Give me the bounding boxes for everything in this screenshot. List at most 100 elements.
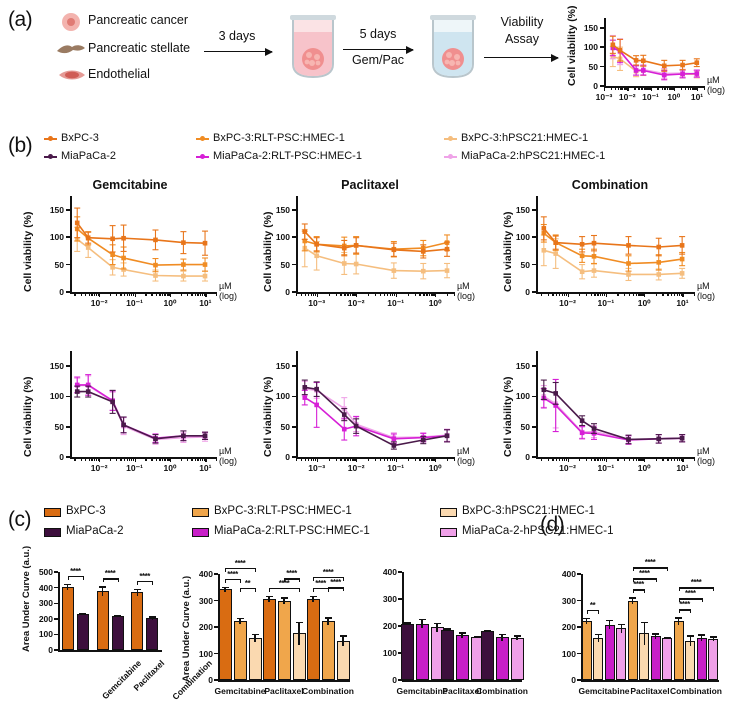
x-tick — [694, 86, 697, 90]
x-tick-label: 10⁻¹ — [387, 298, 405, 308]
x-tick — [307, 292, 310, 296]
x-category-label: Combination — [302, 686, 354, 696]
significance-label: **** — [104, 569, 116, 579]
stellate-cell-icon — [56, 42, 86, 58]
x-axis — [218, 680, 350, 682]
chart-series-layer — [540, 216, 686, 282]
y-tick — [214, 599, 218, 602]
significance-tick — [313, 587, 315, 592]
bar — [415, 623, 429, 680]
y-tick — [54, 586, 58, 589]
x-tick — [682, 292, 684, 297]
y-tick-label: 0 — [48, 645, 53, 655]
chart-series-layer — [540, 378, 686, 445]
x-tick — [635, 292, 637, 296]
x-tick — [540, 457, 543, 461]
significance-tick — [240, 578, 242, 583]
x-tick — [599, 457, 602, 461]
endothelial-cell-icon — [58, 68, 86, 82]
legend-label: BxPC-3:RLT-PSC:HMEC-1 — [213, 132, 345, 144]
x-tick-label: 10⁻² — [559, 298, 576, 308]
x-tick — [642, 292, 644, 296]
significance-bracket — [102, 578, 118, 580]
legend-swatch-icon — [192, 527, 209, 537]
legend-marker-icon — [444, 153, 457, 159]
legend-label: MiaPaCa-2-hPSC21:HMEC-1 — [462, 525, 614, 537]
x-tick — [344, 457, 346, 461]
y-axis — [58, 572, 60, 650]
legend-marker-icon — [444, 135, 457, 141]
x-tick — [671, 86, 673, 90]
x-axis-unit: µM — [457, 281, 470, 291]
x-tick — [316, 292, 318, 297]
x-tick — [602, 292, 604, 296]
x-tick — [340, 457, 342, 461]
x-tick — [132, 292, 135, 296]
x-tick — [197, 457, 199, 461]
y-tick — [292, 236, 296, 238]
y-tick-label: 50 — [280, 259, 290, 270]
panel-c-legend: BxPC-3 MiaPaCa-2 BxPC-3:RLT-PSC:HMEC-1 MiaP… — [44, 505, 732, 547]
x-tick — [622, 86, 624, 90]
x-tick — [129, 457, 131, 461]
error-bar — [597, 634, 599, 642]
y-tick — [66, 395, 70, 398]
panel-d-letter: (d) — [540, 513, 565, 536]
y-tick-label: 0 — [285, 287, 290, 297]
error-bar — [67, 584, 69, 590]
x-tick — [300, 457, 303, 461]
x-tick-label: 10⁰ — [428, 298, 442, 308]
bar — [696, 637, 707, 680]
significance-bracket — [67, 576, 83, 578]
y-tick — [66, 426, 70, 428]
error-bar — [632, 597, 634, 604]
significance-tick — [117, 578, 119, 583]
significance-bracket — [137, 580, 153, 582]
significance-label: **** — [70, 567, 81, 576]
y-tick-label: 150 — [515, 361, 530, 372]
x-tick — [423, 292, 425, 296]
x-tick — [194, 457, 196, 461]
significance-tick — [632, 578, 634, 583]
x-axis-unit-group: µM (log) — [219, 446, 237, 466]
x-tick — [312, 292, 315, 296]
y-tick-label: 400 — [382, 567, 397, 577]
x-tick — [657, 86, 659, 90]
y-tick-label: 200 — [382, 621, 397, 631]
significance-bracket — [313, 587, 328, 590]
x-tick — [423, 457, 425, 461]
series-bxpc3_hpsc — [301, 228, 451, 280]
significance-label: **** — [633, 580, 644, 590]
significance-label: **** — [644, 558, 656, 568]
x-tick — [350, 292, 352, 296]
x-tick-label: 10¹ — [199, 463, 212, 473]
x-tick — [120, 457, 122, 461]
significance-label: **** — [679, 600, 690, 610]
x-tick-label: 10⁻¹ — [126, 298, 143, 308]
x-tick — [203, 457, 206, 461]
x-axis — [402, 680, 522, 682]
bar — [76, 613, 89, 650]
x-tick — [561, 292, 563, 296]
x-tick — [624, 86, 627, 90]
chart-title: Combination — [571, 178, 649, 192]
significance-tick — [632, 589, 634, 594]
error-cap — [339, 635, 347, 637]
x-tick — [88, 457, 90, 461]
bar — [480, 631, 494, 680]
error-bar — [327, 617, 329, 625]
chart-series-layer — [301, 223, 451, 280]
x-tick — [314, 457, 317, 461]
x-tick-label: 10⁻² — [347, 298, 365, 308]
x-tick — [664, 86, 666, 90]
x-tick — [350, 457, 352, 461]
significance-bracket — [225, 567, 255, 569]
error-cap — [79, 612, 87, 614]
x-tick — [447, 292, 449, 296]
y-tick — [214, 679, 218, 681]
x-tick — [99, 292, 101, 297]
y-tick — [398, 652, 402, 654]
y-tick-label: 300 — [382, 594, 397, 604]
y-tick-label: 100 — [561, 648, 576, 659]
series-bxpc3 — [301, 223, 451, 259]
